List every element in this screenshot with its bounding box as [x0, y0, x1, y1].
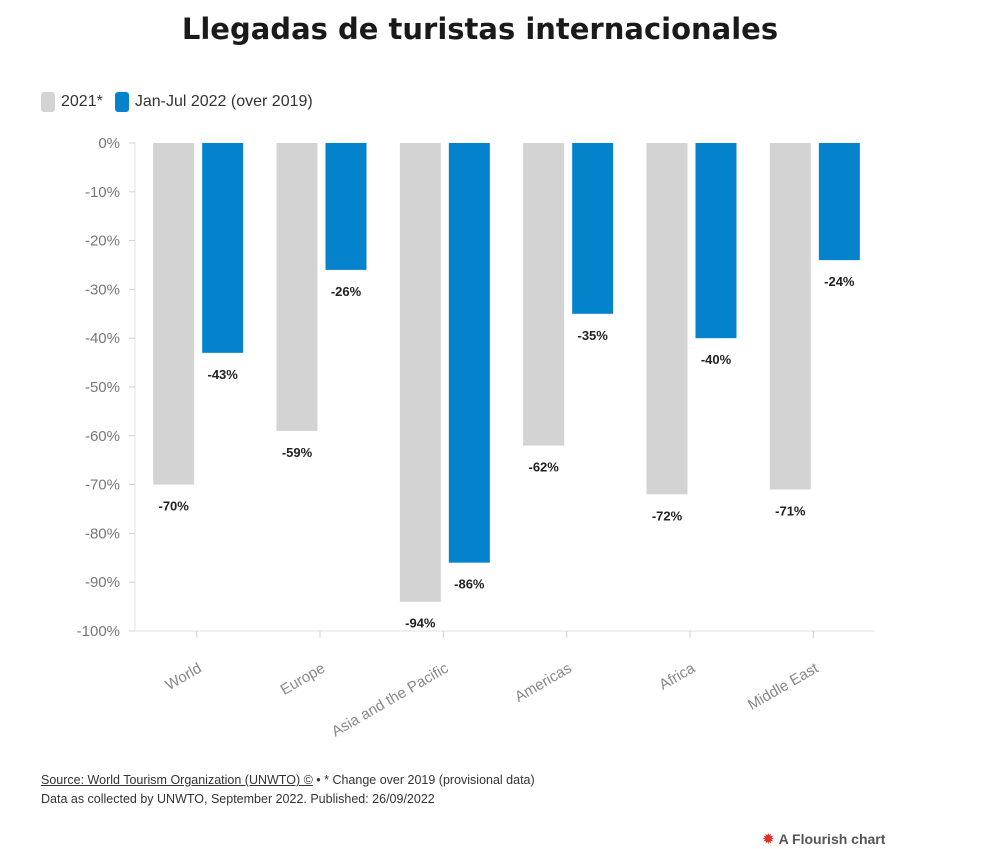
y-tick-label: -70%: [85, 477, 120, 494]
y-tick-label: -50%: [85, 379, 120, 396]
x-category-label: Europe: [278, 660, 328, 699]
data-label: -40%: [701, 352, 732, 367]
data-label: -35%: [577, 328, 608, 343]
data-label: -26%: [331, 284, 362, 299]
y-tick-label: -100%: [77, 623, 120, 640]
bar-2021: [523, 143, 565, 446]
x-category-label: Middle East: [745, 659, 822, 713]
y-tick-label: 0%: [98, 135, 120, 152]
legend-swatch-2022: [114, 92, 129, 112]
legend-item-2022[interactable]: Jan-Jul 2022 (over 2019): [114, 92, 313, 112]
legend-item-2021[interactable]: 2021*: [41, 92, 103, 112]
legend-label-2022: Jan-Jul 2022 (over 2019): [134, 93, 313, 110]
legend-swatch-2021: [41, 92, 55, 112]
y-tick-label: -80%: [85, 525, 120, 542]
chart-footer: Source: World Tourism Organization (UNWT…: [41, 771, 535, 809]
data-label: -71%: [775, 503, 806, 518]
source-link[interactable]: Source: World Tourism Organization (UNWT…: [41, 773, 313, 787]
bar-2022: [448, 143, 490, 563]
data-label: -86%: [454, 577, 485, 592]
data-label: -43%: [207, 367, 238, 382]
data-label: -72%: [652, 508, 683, 523]
bar-2021: [153, 143, 195, 485]
y-tick-label: -60%: [85, 428, 120, 445]
bar-2022: [572, 143, 614, 314]
bar-2022: [202, 143, 244, 353]
data-label: -62%: [528, 460, 559, 475]
source-note: • * Change over 2019 (provisional data): [312, 773, 535, 787]
flourish-label: A Flourish chart: [778, 831, 886, 847]
bar-2022: [695, 143, 737, 339]
bar-2021: [399, 143, 441, 602]
bar-2021: [276, 143, 318, 431]
data-collection-note: Data as collected by UNWTO, September 20…: [41, 792, 435, 806]
flourish-branding[interactable]: ✹ A Flourish chart: [762, 830, 885, 848]
y-tick-label: -40%: [85, 330, 120, 347]
bar-2022: [818, 143, 860, 261]
y-tick-label: -30%: [85, 281, 120, 298]
x-category-label: Asia and the Pacific: [329, 659, 452, 740]
bar-2021: [646, 143, 688, 495]
y-tick-label: -90%: [85, 574, 120, 591]
data-label: -70%: [158, 499, 189, 514]
data-label: -59%: [282, 445, 313, 460]
x-category-label: World: [162, 660, 204, 694]
x-category-label: Africa: [656, 659, 698, 693]
legend: 2021* Jan-Jul 2022 (over 2019): [41, 92, 325, 112]
flourish-burst-icon: ✹: [762, 831, 775, 848]
data-label: -94%: [405, 616, 436, 631]
y-tick-label: -20%: [85, 233, 120, 250]
legend-label-2021: 2021*: [61, 93, 103, 110]
x-category-label: Americas: [512, 660, 575, 706]
chart-title: Llegadas de turistas internacionales: [181, 12, 779, 46]
bar-2022: [325, 143, 367, 270]
y-tick-label: -10%: [85, 184, 120, 201]
bar-2021: [769, 143, 811, 490]
data-label: -24%: [824, 274, 855, 289]
